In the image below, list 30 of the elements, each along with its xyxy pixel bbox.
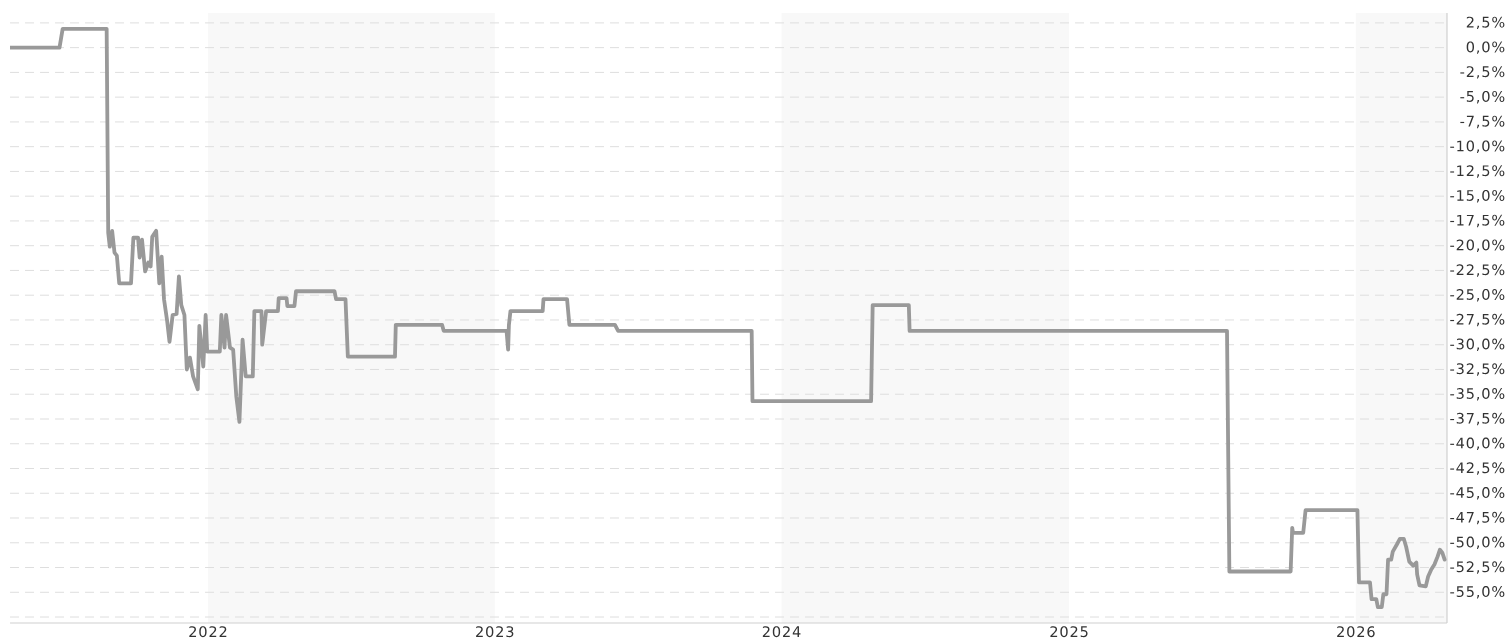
y-tick-label: 0,0% [1466,41,1505,54]
y-tick-label: -47,5% [1450,511,1505,525]
y-tick-label: 2,5% [1466,16,1505,30]
y-tick-label: -12,5% [1450,165,1505,178]
y-tick-label: -32,5% [1450,363,1505,376]
y-tick-label: -25,0% [1450,288,1505,302]
y-tick-label: -20,0% [1450,239,1505,252]
y-tick-label: -15,0% [1450,189,1505,203]
line-series [10,26,1447,610]
y-tick-label: -5,0% [1460,90,1505,104]
x-tick-label: 2022 [189,626,227,638]
y-tick-label: -52,5% [1450,561,1505,574]
y-tick-label: -22,5% [1450,264,1505,277]
x-tick-label: 2023 [476,626,514,638]
y-tick-label: -30,0% [1450,338,1505,351]
y-tick-label: -40,0% [1450,437,1505,450]
y-tick-label: -50,0% [1450,536,1505,549]
y-tick-label: -42,5% [1450,462,1505,475]
y-tick-label: -27,5% [1450,313,1505,327]
y-tick-label: -35,0% [1450,388,1505,401]
y-tick-label: -17,5% [1450,214,1505,228]
y-tick-label: -55,0% [1450,586,1505,599]
y-tick-label: -7,5% [1460,115,1505,129]
y-tick-label: -10,0% [1450,140,1505,153]
y-tick-label: -37,5% [1450,412,1505,426]
x-tick-label: 2024 [762,626,801,638]
y-tick-label: -2,5% [1460,66,1505,79]
y-tick-label: -45,0% [1450,487,1505,500]
x-tick-label: 2026 [1337,626,1375,638]
x-tick-label: 2025 [1050,626,1088,638]
